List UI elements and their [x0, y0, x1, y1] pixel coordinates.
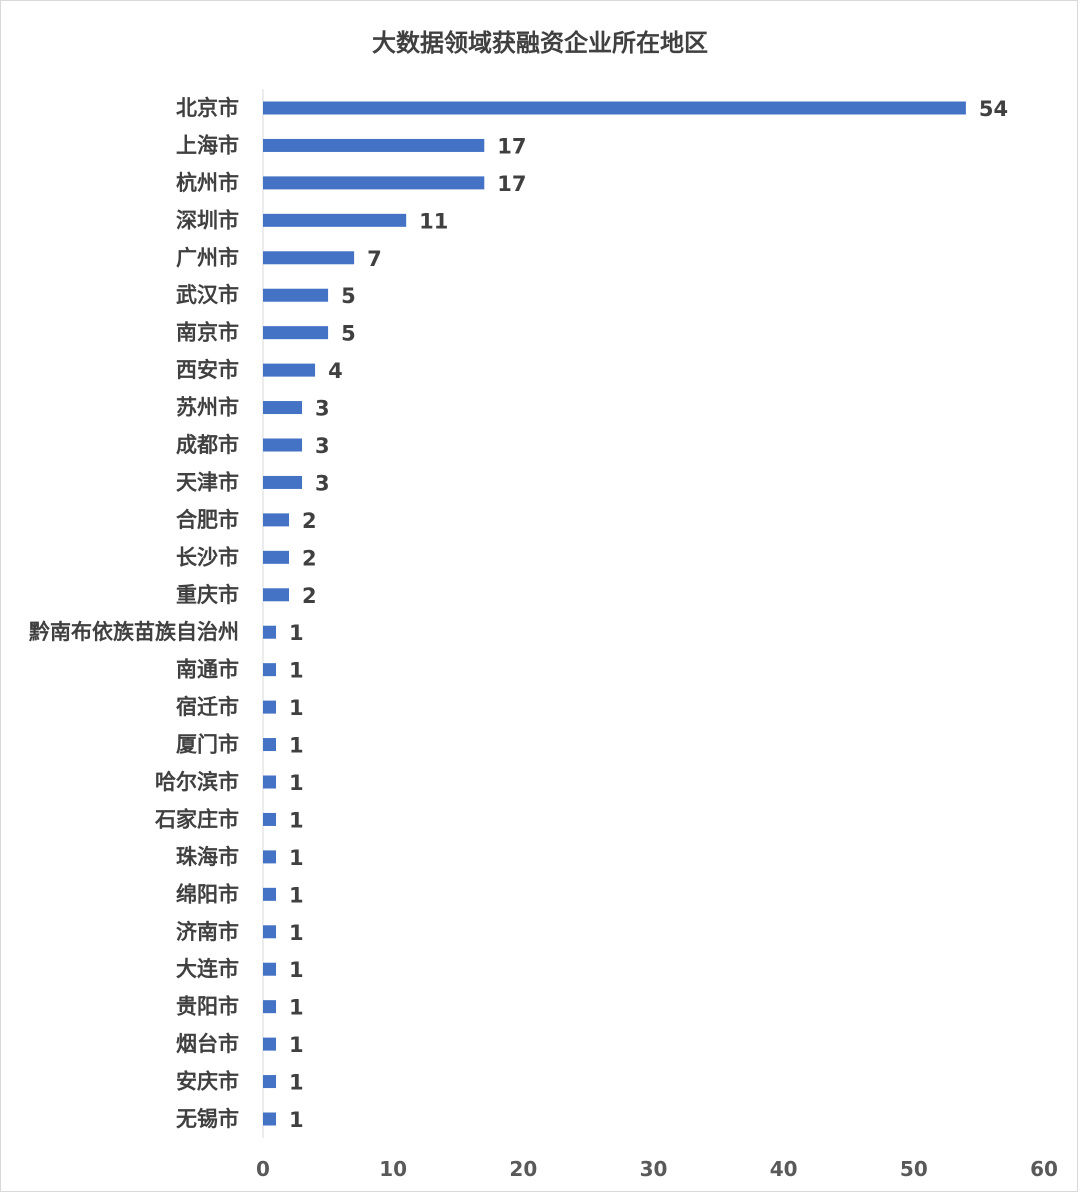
category-label: 西安市: [176, 358, 239, 382]
x-tick-label: 10: [379, 1157, 407, 1181]
bar: [263, 513, 290, 527]
data-label: 1: [289, 1071, 304, 1095]
data-label: 2: [302, 509, 317, 533]
x-tick-label: 50: [900, 1157, 928, 1181]
category-label: 北京市: [176, 96, 239, 120]
data-label: 1: [289, 883, 304, 907]
x-tick-label: 30: [640, 1157, 668, 1181]
data-label: 1: [289, 771, 304, 795]
bar: [263, 288, 329, 302]
bar: [263, 326, 329, 340]
category-label: 长沙市: [176, 545, 239, 569]
category-label: 济南市: [176, 920, 239, 944]
bar: [263, 1000, 277, 1014]
bar: [263, 401, 303, 415]
category-label: 合肥市: [176, 508, 239, 532]
category-label: 苏州市: [176, 396, 239, 420]
bar: [263, 363, 316, 377]
chart-title: 大数据领域获融资企业所在地区: [372, 29, 708, 57]
category-label: 贵阳市: [176, 995, 239, 1019]
data-label: 4: [328, 359, 343, 383]
bar: [263, 213, 407, 227]
category-labels: 北京市上海市杭州市深圳市广州市武汉市南京市西安市苏州市成都市天津市合肥市长沙市重…: [29, 96, 239, 1131]
category-label: 宿迁市: [176, 695, 239, 719]
category-label: 烟台市: [176, 1032, 239, 1056]
category-label: 哈尔滨市: [155, 770, 239, 794]
data-label: 17: [497, 134, 526, 158]
bar: [263, 588, 290, 602]
bar: [263, 775, 277, 789]
bar: [263, 251, 355, 265]
bar: [263, 1075, 277, 1089]
data-label: 7: [367, 247, 382, 271]
data-label: 11: [419, 209, 448, 233]
bar: [263, 475, 303, 489]
bar: [263, 1112, 277, 1126]
data-label: 1: [289, 1033, 304, 1057]
data-label: 5: [341, 284, 356, 308]
data-label: 1: [289, 1108, 304, 1132]
category-label: 厦门市: [176, 733, 239, 757]
bar: [263, 738, 277, 752]
category-label: 杭州市: [176, 171, 239, 195]
category-label: 南京市: [176, 321, 239, 345]
data-label: 1: [289, 808, 304, 832]
bar: [263, 887, 277, 901]
data-label: 3: [315, 397, 330, 421]
data-label: 2: [302, 584, 317, 608]
category-label: 安庆市: [176, 1070, 239, 1094]
category-label: 南通市: [176, 658, 239, 682]
category-label: 大连市: [176, 957, 239, 981]
data-label: 3: [315, 434, 330, 458]
data-label: 1: [289, 921, 304, 945]
bar: [263, 1037, 277, 1051]
data-label: 3: [315, 471, 330, 495]
x-tick-label: 20: [509, 1157, 537, 1181]
bar: [263, 138, 485, 152]
data-label: 1: [289, 659, 304, 683]
data-label: 54: [979, 97, 1008, 121]
x-tick-label: 0: [256, 1157, 270, 1181]
bar: [263, 625, 277, 639]
category-label: 广州市: [176, 246, 239, 270]
data-label: 1: [289, 846, 304, 870]
bar: [263, 663, 277, 677]
x-tick-label: 60: [1030, 1157, 1058, 1181]
data-label: 1: [289, 621, 304, 645]
category-label: 珠海市: [176, 845, 239, 869]
bar: [263, 550, 290, 564]
data-label: 1: [289, 696, 304, 720]
category-label: 石家庄市: [154, 807, 239, 831]
bar: [263, 925, 277, 939]
bar: [263, 850, 277, 864]
category-label: 深圳市: [176, 208, 239, 232]
bar: [263, 438, 303, 452]
data-label: 2: [302, 546, 317, 570]
bar: [263, 812, 277, 826]
data-label: 1: [289, 996, 304, 1020]
category-label: 绵阳市: [176, 882, 239, 906]
category-label: 黔南布依族苗族自治州: [29, 620, 239, 644]
data-label: 5: [341, 322, 356, 346]
category-label: 无锡市: [176, 1107, 239, 1131]
bar: [263, 962, 277, 976]
data-label: 17: [497, 172, 526, 196]
bar: [263, 700, 277, 714]
category-label: 重庆市: [176, 583, 239, 607]
x-tick-label: 40: [770, 1157, 798, 1181]
bar: [263, 176, 485, 190]
x-axis-ticks: 0 10 20 30 40 50 60: [256, 1157, 1058, 1181]
data-label: 1: [289, 958, 304, 982]
data-label: 1: [289, 734, 304, 758]
category-label: 天津市: [176, 470, 239, 494]
category-label: 上海市: [176, 133, 239, 157]
category-label: 成都市: [176, 433, 239, 457]
category-label: 武汉市: [176, 283, 239, 307]
bar-series: [263, 101, 966, 1126]
bar: [263, 101, 966, 115]
